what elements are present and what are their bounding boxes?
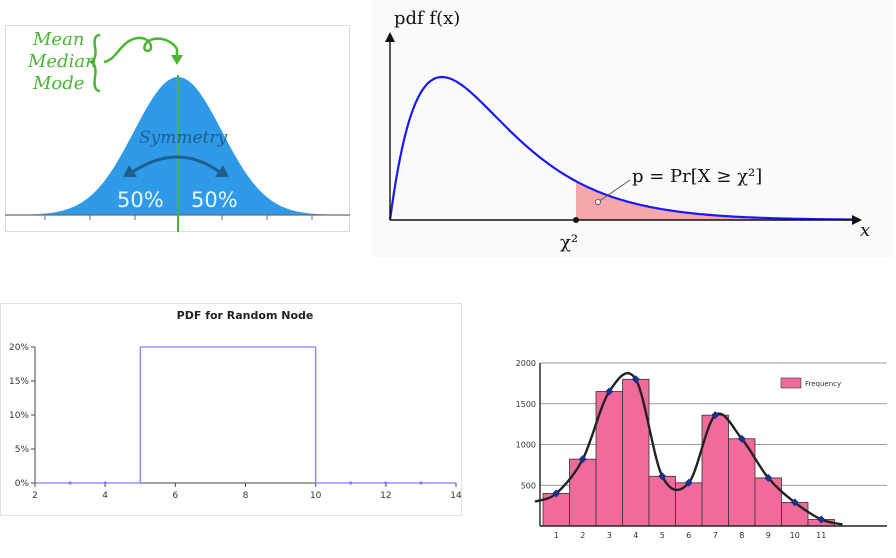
uniform-y-tick-label: 20% — [9, 343, 29, 353]
hist-x-tick-label: 4 — [633, 531, 638, 540]
label-right-pct: 50% — [191, 188, 238, 212]
hist-x-tick-label: 8 — [739, 531, 744, 540]
chi-tail-area — [576, 181, 852, 220]
label-mode: Mode — [32, 73, 84, 94]
uniform-title: PDF for Random Node — [177, 309, 314, 322]
hist-bar — [648, 475, 676, 527]
hist-x-tick-label: 7 — [713, 531, 718, 540]
symmetry-left-arrow-icon — [123, 165, 137, 177]
uniform-x-tick-label: 4 — [102, 491, 108, 501]
hist-marker — [817, 515, 826, 524]
uniform-point — [103, 481, 107, 485]
bell-curve-panel: Mean Median Mode Symmetry 50% 50% — [5, 25, 350, 232]
hist-marker — [578, 455, 587, 464]
x-axis-arrow-icon — [852, 215, 862, 225]
label-mean: Mean — [32, 29, 84, 50]
hist-bar — [569, 458, 597, 527]
hist-marker — [790, 498, 799, 507]
hist-bars — [542, 378, 835, 527]
label-median: Median — [27, 51, 97, 72]
uniform-x-tick-label: 8 — [243, 491, 249, 501]
tail-leader-dot — [595, 199, 601, 205]
hist-marker — [658, 472, 667, 481]
brace-icon — [88, 33, 101, 93]
hist-legend-label: Frequency — [805, 380, 841, 388]
uniform-frame — [0, 303, 462, 516]
hist-x-tick-label: 2 — [580, 531, 585, 540]
uniform-x-tick-label: 2 — [32, 491, 38, 501]
uniform-x-tick-label: 6 — [172, 491, 178, 501]
uniform-x-tick-label: 14 — [450, 491, 462, 501]
hist-y-tick-label: 2000 — [516, 359, 536, 368]
uniform-y-tick-label: 10% — [9, 411, 29, 421]
uniform-series-line — [35, 346, 456, 484]
histogram-panel: 500 1000 1500 2000 1 2 3 4 5 6 7 8 9 10 11 Frequency — [495, 355, 896, 558]
uniform-pdf-panel: PDF for Random Node 2 4 6 8 10 12 14 0% 5% 10% 15%… — [0, 303, 462, 516]
chi-ylabel: pdf f(x) — [394, 8, 460, 29]
critical-label: χ² — [560, 232, 578, 253]
uniform-point — [349, 481, 353, 485]
hist-marker — [605, 387, 614, 396]
hist-marker — [684, 478, 693, 487]
uniform-y-tick-label: 0% — [15, 479, 30, 489]
uniform-y-tick-label: 5% — [15, 445, 30, 455]
chi-curve — [388, 75, 852, 221]
tail-label: p = Pr[X ≥ χ²] — [632, 166, 762, 187]
bell-ticks — [44, 215, 313, 220]
bell-area-right — [178, 77, 350, 215]
uniform-ticks: 2 4 6 8 10 12 14 0% 5% 10% 15% 20% — [9, 343, 462, 501]
hist-y-tick-label: 500 — [521, 481, 536, 490]
hist-y-tick-label: 1000 — [516, 441, 536, 450]
y-axis-arrow-icon — [385, 32, 395, 42]
uniform-pdf-chart: PDF for Random Node 2 4 6 8 10 12 14 0% 5% 10% 15%… — [0, 303, 462, 516]
hist-x-tick-label: 6 — [686, 531, 691, 540]
hist-marker — [711, 411, 720, 420]
hist-bar — [622, 378, 650, 527]
chi-xlabel: x — [860, 220, 870, 241]
label-symmetry: Symmetry — [139, 128, 228, 148]
chi-square-panel: pdf f(x) x χ² p = Pr[X ≥ χ²] — [372, 0, 894, 258]
critical-point — [573, 217, 579, 223]
arrow-head-icon — [171, 55, 183, 65]
hist-marker — [764, 473, 773, 482]
bell-curve-chart: Mean Median Mode Symmetry 50% 50% — [5, 25, 350, 232]
hist-ticks: 1 2 3 4 5 6 7 8 9 10 11 — [554, 531, 827, 540]
uniform-x-tick-label: 12 — [380, 491, 391, 501]
symmetry-arc — [130, 155, 222, 175]
hist-legend-swatch — [780, 377, 802, 389]
bell-area-left — [5, 77, 178, 215]
squiggle-arrow-icon — [103, 36, 179, 64]
uniform-point — [384, 481, 388, 485]
symmetry-right-arrow-icon — [215, 165, 229, 177]
uniform-points — [68, 481, 423, 485]
hist-x-tick-label: 3 — [607, 531, 612, 540]
label-left-pct: 50% — [117, 188, 164, 212]
hist-marker — [737, 434, 746, 443]
hist-marker — [631, 375, 640, 384]
tail-leader-line — [597, 179, 631, 203]
hist-y-tick-label: 1500 — [516, 400, 536, 409]
histogram-chart: 500 1000 1500 2000 1 2 3 4 5 6 7 8 9 10 11 Frequency — [516, 359, 887, 540]
hist-bar — [754, 477, 782, 527]
hist-markers — [552, 375, 826, 524]
uniform-point — [419, 481, 423, 485]
hist-x-tick-label: 9 — [766, 531, 771, 540]
hist-marker — [552, 489, 561, 498]
uniform-x-tick-label: 10 — [310, 491, 322, 501]
hist-x-tick-label: 5 — [660, 531, 665, 540]
chi-square-chart: pdf f(x) x χ² p = Pr[X ≥ χ²] — [372, 0, 894, 258]
hist-x-tick-label: 10 — [790, 531, 800, 540]
hist-x-tick-label: 1 — [554, 531, 559, 540]
uniform-y-tick-label: 15% — [9, 377, 29, 387]
uniform-point — [68, 481, 72, 485]
hist-x-tick-label: 11 — [816, 531, 826, 540]
